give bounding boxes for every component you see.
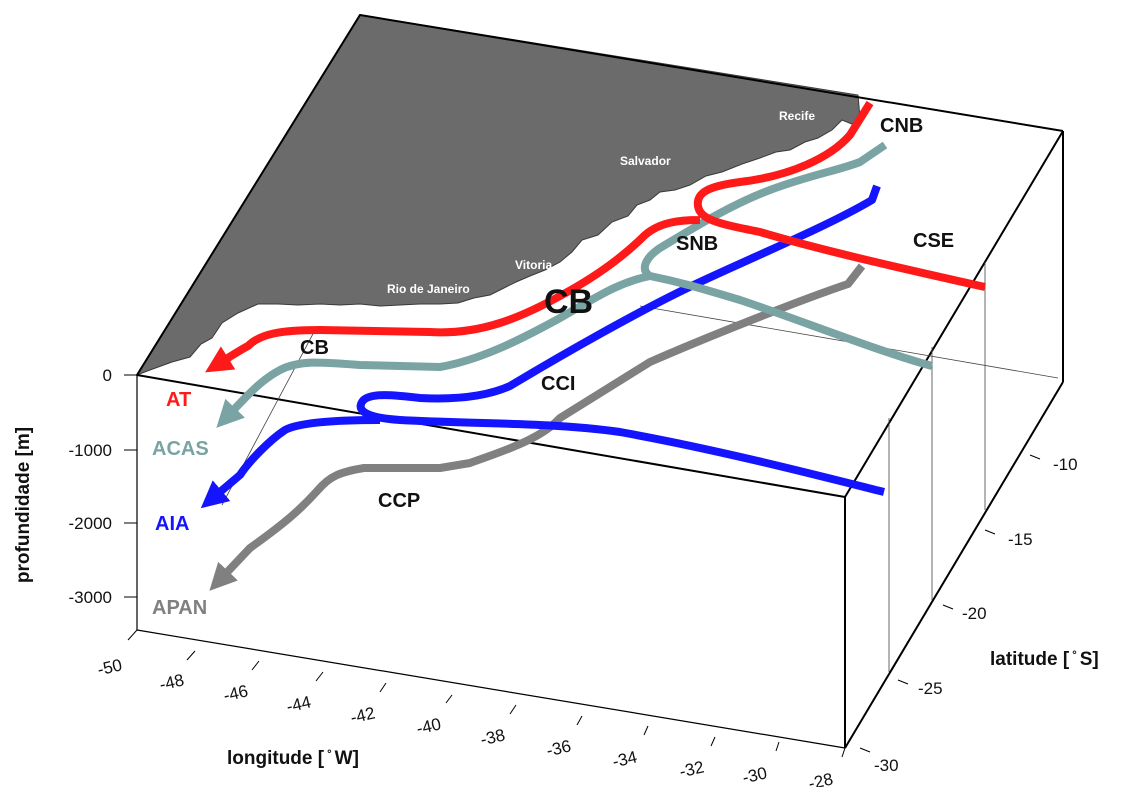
longitude-axis-title: longitude [ ̊ W] bbox=[227, 748, 359, 769]
depth-tick: 0 bbox=[103, 366, 112, 385]
current-label-cnb: CNB bbox=[880, 115, 923, 137]
city-label-recife: Recife bbox=[779, 109, 815, 123]
lon-tick: -30 bbox=[741, 763, 769, 787]
water-mass-label-apan: APAN bbox=[152, 597, 207, 619]
lon-tick: -50 bbox=[96, 655, 124, 679]
apan-current-path bbox=[209, 263, 866, 591]
water-mass-label-aia: AIA bbox=[155, 513, 189, 535]
depth-axis: 0 -1000 -2000 -3000 profundidade [m] bbox=[13, 366, 137, 607]
water-mass-label-acas: ACAS bbox=[152, 438, 209, 460]
latitude-tick-labels: -10 -15 -20 -25 -30 bbox=[874, 455, 1078, 775]
current-label-snb: SNB bbox=[676, 233, 718, 255]
longitude-axis bbox=[127, 629, 846, 758]
lat-tick: -25 bbox=[918, 679, 943, 698]
depth-tick: -3000 bbox=[69, 588, 112, 607]
lon-tick: -40 bbox=[415, 714, 443, 738]
lon-tick: -48 bbox=[158, 670, 186, 694]
lon-tick: -36 bbox=[545, 736, 573, 760]
lon-tick: -42 bbox=[349, 703, 377, 727]
lon-tick: -28 bbox=[807, 769, 835, 787]
current-label-ccp: CCP bbox=[378, 490, 420, 512]
city-label-rio-de-janeiro: Rio de Janeiro bbox=[387, 282, 470, 296]
city-label-vitoria: Vitoria bbox=[515, 258, 552, 272]
depth-tick: -2000 bbox=[69, 514, 112, 533]
water-mass-label-at: AT bbox=[166, 389, 191, 411]
lon-tick: -32 bbox=[678, 757, 706, 781]
lon-tick: -34 bbox=[611, 747, 639, 771]
aia-current-path bbox=[207, 184, 885, 503]
current-label-cb-main: CB bbox=[544, 283, 593, 321]
lon-tick: -44 bbox=[285, 692, 313, 716]
lon-tick: -46 bbox=[222, 681, 250, 705]
grid-lines bbox=[221, 262, 1059, 672]
city-label-salvador: Salvador bbox=[620, 154, 671, 168]
lat-tick: -30 bbox=[874, 756, 899, 775]
land-mass bbox=[135, 14, 861, 377]
depth-tick: -1000 bbox=[69, 441, 112, 460]
longitude-tick-labels: -50 -48 -46 -44 -42 -40 -38 -36 -34 -32 … bbox=[96, 655, 835, 792]
lat-tick: -15 bbox=[1008, 530, 1033, 549]
latitude-axis-title: latitude [ ̊ S] bbox=[990, 649, 1099, 670]
lon-tick: -38 bbox=[479, 725, 507, 749]
lat-tick: -10 bbox=[1053, 455, 1078, 474]
acas-current-path bbox=[222, 141, 934, 422]
current-label-cci: CCI bbox=[541, 373, 575, 395]
lat-tick: -20 bbox=[962, 604, 987, 623]
latitude-axis bbox=[859, 454, 1041, 753]
at-current-path bbox=[212, 100, 986, 368]
depth-axis-title: profundidade [m] bbox=[13, 427, 34, 583]
current-label-cse: CSE bbox=[913, 230, 954, 252]
current-label-cb-small: CB bbox=[300, 337, 329, 359]
